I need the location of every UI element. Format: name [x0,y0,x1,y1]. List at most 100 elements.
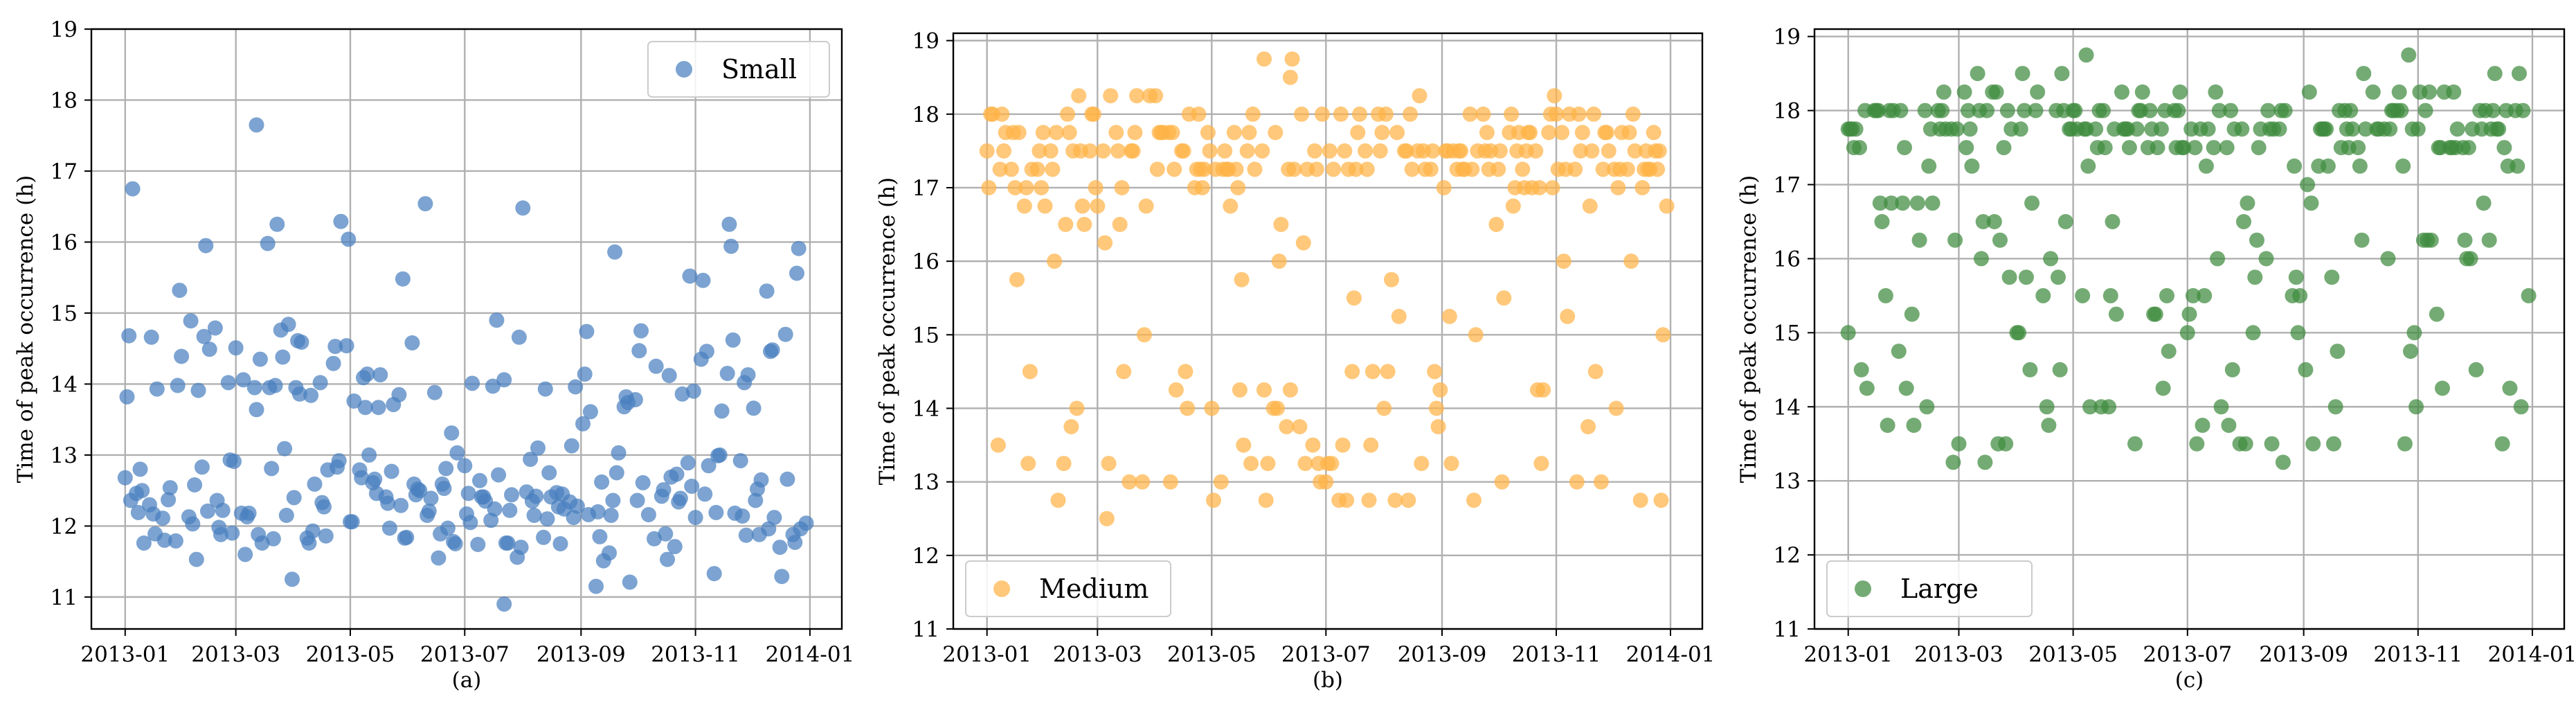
data-point [1282,382,1298,398]
data-point [602,545,617,561]
x-tick-label: 2013-09 [2259,642,2348,667]
data-point [224,525,240,541]
data-point [198,238,214,254]
data-point [294,335,309,350]
data-point [1110,143,1126,159]
data-point [2356,66,2372,82]
data-point [465,375,480,391]
data-point [301,535,317,551]
data-point [1164,125,1180,141]
data-point [215,502,231,518]
data-point [1247,161,1263,177]
data-point [1295,235,1311,251]
data-point [1294,106,1310,122]
data-point [2153,121,2169,137]
y-axis-label: Time of peak occurrence (h) [13,175,38,483]
data-point [2054,66,2070,82]
data-point [2264,436,2280,452]
data-point [1279,419,1295,434]
data-point [1584,143,1600,159]
data-point [1904,306,1920,322]
data-point [162,480,178,496]
data-point [359,366,375,382]
data-point [1318,474,1334,490]
data-point [200,503,215,519]
data-point [2161,344,2177,360]
data-point [2185,287,2201,303]
y-tick-label: 13 [51,443,78,468]
data-point [2221,418,2237,433]
data-point [2223,103,2239,118]
data-point [633,323,649,339]
data-point [992,161,1008,177]
data-point [1599,125,1614,141]
data-point [1009,272,1025,287]
data-point [1337,143,1353,159]
data-point [1271,254,1287,269]
data-point [1234,272,1250,287]
data-point [577,366,593,382]
data-point [1200,125,1216,141]
data-point [1258,492,1274,508]
data-point [2051,269,2066,285]
data-point [2496,140,2512,156]
data-point [735,508,750,524]
data-point [207,320,223,336]
x-tick-label: 2013-09 [537,642,626,667]
data-point [1872,195,1888,211]
data-point [1191,106,1207,122]
data-point [1853,362,1869,378]
data-point [661,368,677,384]
data-point [1432,382,1448,398]
data-point [2052,362,2068,378]
y-tick-label: 18 [1774,99,1801,124]
data-point [1634,180,1650,195]
data-point [1496,290,1512,306]
legend-marker [993,580,1010,597]
data-point [2515,103,2531,118]
data-point [393,497,409,513]
data-point [246,380,262,396]
data-point [1022,364,1038,380]
data-point [1103,88,1119,104]
data-point [1239,143,1255,159]
x-tick-label: 2013-01 [80,642,170,667]
data-point [1621,125,1637,141]
data-point [333,213,349,229]
data-point [780,471,795,487]
data-point [1090,198,1106,214]
data-point [2391,84,2407,100]
data-point [605,492,621,508]
data-point [764,342,780,358]
data-point [1230,180,1246,195]
data-point [1427,364,1443,380]
data-point [344,514,360,530]
data-point [2024,195,2040,211]
y-tick-label: 19 [912,29,939,54]
data-point [1488,217,1504,232]
data-point [2022,362,2038,378]
data-point [515,200,531,216]
data-point [539,511,555,527]
data-point [697,486,713,502]
data-point [1352,106,1367,122]
data-point [2142,103,2158,118]
data-point [1909,195,1925,211]
panel-b: 11 12 13 14 15 16 17 18 19 2013-01 2013-03 2013-05 2… [875,29,1715,693]
data-point [2345,121,2361,137]
data-point [1364,364,1380,380]
data-point [2397,436,2413,452]
data-point [417,196,433,212]
data-point [1376,400,1392,416]
data-point [1058,217,1074,232]
data-point [286,490,302,506]
data-point [2326,436,2341,452]
data-point [1260,456,1276,472]
data-point [220,375,236,391]
data-point [582,404,598,420]
data-point [2150,140,2165,156]
data-point [2028,103,2044,118]
data-point [500,535,516,551]
data-point [1114,180,1130,195]
